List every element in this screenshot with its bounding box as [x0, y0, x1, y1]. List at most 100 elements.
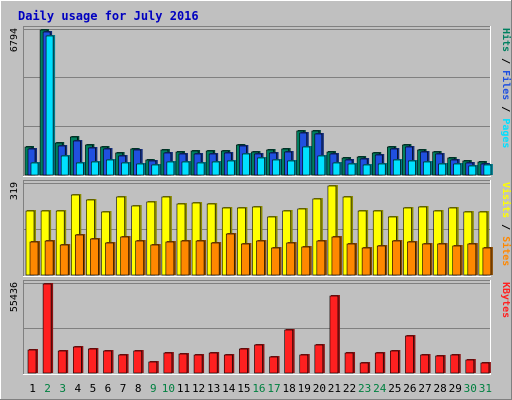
- bar: [314, 344, 324, 374]
- bar: [193, 354, 203, 374]
- x-tick-label: 17: [267, 382, 280, 395]
- bar: [438, 163, 446, 176]
- bar: [148, 361, 158, 374]
- bar: [225, 233, 235, 276]
- x-tick-label: 11: [177, 382, 190, 395]
- x-axis: 1 2 3 4 5 6 7 8 9 10 11 12 13 14 15 16 17 18 19 20 21 22 23 24 2…: [29, 382, 492, 395]
- x-tick-label: 19: [298, 382, 311, 395]
- legend-item: Pages: [500, 118, 511, 148]
- chart-title: Daily usage for July 2016: [18, 9, 199, 23]
- bar: [286, 242, 295, 276]
- legend: Hits / Files / Pages: [500, 28, 512, 148]
- bar: [136, 163, 144, 176]
- x-tick-label: 12: [192, 382, 205, 395]
- x-tick-label: 23: [358, 382, 371, 395]
- bar: [422, 243, 431, 276]
- bar: [120, 236, 129, 276]
- y-max-label: 319: [9, 182, 20, 200]
- bar: [407, 241, 416, 276]
- x-tick-label: 10: [162, 382, 175, 395]
- bar: [420, 354, 429, 374]
- bar: [480, 362, 490, 374]
- bar: [453, 163, 462, 176]
- bar: [437, 243, 446, 276]
- x-tick-label: 31: [479, 382, 492, 395]
- bar: [482, 247, 492, 276]
- x-tick-label: 9: [150, 382, 157, 395]
- bar: [133, 350, 142, 374]
- x-tick-label: 25: [388, 382, 401, 395]
- bar: [180, 240, 190, 276]
- bar: [317, 155, 326, 176]
- bar: [347, 163, 356, 176]
- x-tick-label: 26: [403, 382, 416, 395]
- bar: [269, 356, 278, 374]
- bar: [181, 161, 190, 176]
- bar: [302, 146, 311, 176]
- bar: [178, 353, 188, 374]
- legend-separator: /: [500, 100, 511, 118]
- bar: [241, 243, 250, 276]
- x-tick-label: 5: [90, 382, 97, 395]
- bar: [29, 241, 39, 276]
- bar: [135, 240, 144, 276]
- bar: [423, 161, 431, 176]
- legend: Visits / Sites: [500, 182, 512, 266]
- bar: [465, 359, 475, 374]
- bar: [468, 165, 477, 176]
- bar: [103, 350, 112, 374]
- x-tick-label: 29: [449, 382, 462, 395]
- bar: [60, 155, 69, 176]
- bar: [316, 240, 326, 276]
- bar: [362, 164, 371, 176]
- bar: [329, 295, 339, 374]
- legend-separator: /: [500, 218, 511, 236]
- bar: [195, 240, 205, 276]
- bar: [74, 234, 84, 276]
- x-tick-label: 8: [135, 382, 142, 395]
- bar: [393, 159, 401, 176]
- bar: [239, 348, 248, 374]
- bar: [405, 335, 414, 374]
- bar: [163, 352, 173, 374]
- bar: [254, 344, 263, 374]
- bar: [223, 354, 233, 374]
- x-tick-label: 22: [343, 382, 356, 395]
- bar: [452, 245, 462, 276]
- x-tick-label: 13: [207, 382, 220, 395]
- x-tick-label: 21: [328, 382, 341, 395]
- bar: [45, 35, 54, 176]
- bar: [450, 354, 460, 374]
- bar: [271, 247, 280, 276]
- bar: [390, 350, 399, 374]
- bar: [359, 362, 369, 374]
- panel-hits: 6794 Hits / Files / Pages: [9, 26, 512, 177]
- bar: [106, 159, 114, 176]
- legend: KBytes: [500, 282, 511, 318]
- bar: [210, 242, 220, 276]
- bar: [299, 354, 309, 374]
- legend-item: Sites: [500, 236, 512, 266]
- bar: [196, 162, 205, 176]
- bar: [42, 283, 52, 374]
- x-tick-label: 1: [29, 382, 36, 395]
- x-tick-label: 3: [59, 382, 66, 395]
- panel-visits: 319 Visits / Sites: [9, 180, 512, 277]
- bar: [331, 236, 341, 276]
- bar: [165, 241, 175, 276]
- bar: [435, 355, 444, 374]
- bar: [88, 348, 97, 374]
- y-max-label: 55436: [9, 282, 20, 312]
- bar: [27, 349, 37, 374]
- bar: [376, 245, 386, 276]
- bar: [272, 159, 280, 176]
- legend-item: Visits: [500, 182, 512, 218]
- bar: [90, 238, 99, 276]
- bar: [361, 247, 371, 276]
- bar: [118, 354, 127, 374]
- bar: [284, 329, 293, 374]
- bar: [483, 164, 492, 176]
- x-tick-label: 20: [313, 382, 326, 395]
- x-tick-label: 2: [44, 382, 51, 395]
